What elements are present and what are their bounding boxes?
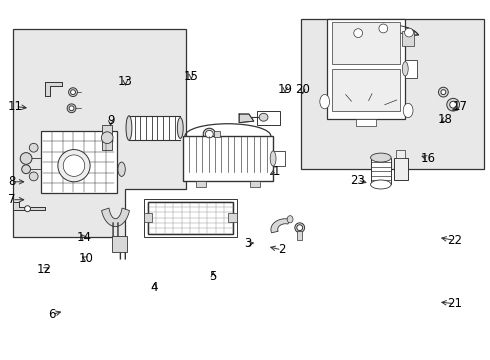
Polygon shape	[101, 208, 129, 226]
Bar	[370, 158, 391, 184]
Text: 5: 5	[210, 270, 217, 283]
Text: 14: 14	[76, 231, 91, 244]
Circle shape	[69, 88, 77, 96]
Polygon shape	[239, 114, 254, 123]
Ellipse shape	[370, 180, 391, 189]
Text: 18: 18	[438, 113, 453, 126]
Polygon shape	[325, 93, 408, 112]
Polygon shape	[45, 82, 62, 96]
Circle shape	[29, 172, 38, 181]
Circle shape	[22, 165, 30, 174]
Circle shape	[101, 132, 113, 144]
Circle shape	[58, 149, 90, 182]
Circle shape	[447, 98, 460, 111]
Bar	[112, 235, 127, 252]
Text: 15: 15	[184, 69, 198, 82]
Text: 10: 10	[79, 252, 94, 265]
Polygon shape	[13, 202, 45, 211]
Circle shape	[297, 225, 303, 231]
Ellipse shape	[126, 116, 132, 140]
Text: 4: 4	[151, 281, 158, 294]
Bar	[183, 136, 273, 181]
Bar	[405, 60, 417, 78]
Circle shape	[67, 104, 76, 113]
Circle shape	[24, 206, 30, 212]
Bar	[228, 213, 237, 222]
Ellipse shape	[177, 118, 183, 138]
Circle shape	[439, 87, 448, 97]
Bar	[257, 111, 280, 125]
Circle shape	[450, 101, 457, 108]
Bar	[147, 202, 233, 234]
Text: 2: 2	[278, 243, 285, 256]
Circle shape	[295, 223, 305, 233]
Bar	[396, 150, 405, 158]
Text: 12: 12	[37, 263, 52, 276]
Circle shape	[379, 24, 388, 33]
Text: 6: 6	[48, 308, 56, 321]
Ellipse shape	[370, 153, 391, 162]
Circle shape	[354, 29, 363, 37]
Bar	[297, 231, 302, 240]
Bar	[332, 22, 400, 64]
Text: 13: 13	[118, 75, 133, 88]
Ellipse shape	[205, 130, 213, 138]
Bar	[327, 19, 405, 119]
Bar	[356, 119, 376, 126]
Circle shape	[441, 90, 446, 95]
Text: 20: 20	[295, 83, 310, 96]
Polygon shape	[13, 30, 186, 237]
Text: 21: 21	[447, 297, 463, 310]
Ellipse shape	[118, 162, 125, 176]
Circle shape	[71, 90, 75, 95]
Circle shape	[63, 155, 85, 176]
Polygon shape	[350, 24, 418, 36]
Ellipse shape	[203, 128, 216, 140]
Bar	[214, 131, 220, 137]
Bar	[332, 69, 400, 111]
Ellipse shape	[402, 62, 408, 76]
Bar	[144, 213, 152, 222]
Circle shape	[69, 106, 74, 111]
Bar	[301, 19, 485, 169]
Bar	[129, 116, 180, 140]
Text: 16: 16	[421, 152, 436, 165]
Text: 7: 7	[8, 193, 16, 206]
Text: 11: 11	[8, 100, 23, 113]
Text: 1: 1	[273, 165, 280, 177]
Text: 8: 8	[8, 175, 16, 188]
Bar	[102, 125, 112, 150]
Circle shape	[29, 143, 38, 152]
Ellipse shape	[403, 103, 413, 118]
Ellipse shape	[320, 94, 330, 109]
Circle shape	[20, 153, 32, 165]
Ellipse shape	[270, 151, 276, 166]
Ellipse shape	[259, 113, 268, 121]
Circle shape	[405, 28, 414, 37]
Bar	[402, 31, 414, 45]
Polygon shape	[271, 219, 290, 233]
Bar	[144, 199, 237, 237]
Ellipse shape	[287, 216, 293, 223]
Bar	[250, 181, 260, 187]
Bar	[196, 181, 206, 187]
Bar	[41, 131, 117, 193]
Text: 9: 9	[107, 114, 114, 127]
Text: 22: 22	[446, 234, 462, 247]
Text: 19: 19	[277, 83, 293, 96]
Bar	[393, 158, 408, 180]
Bar	[147, 202, 233, 234]
Text: 17: 17	[452, 100, 467, 113]
Bar	[273, 150, 285, 166]
Text: 23: 23	[350, 174, 365, 186]
Text: 3: 3	[244, 237, 251, 250]
